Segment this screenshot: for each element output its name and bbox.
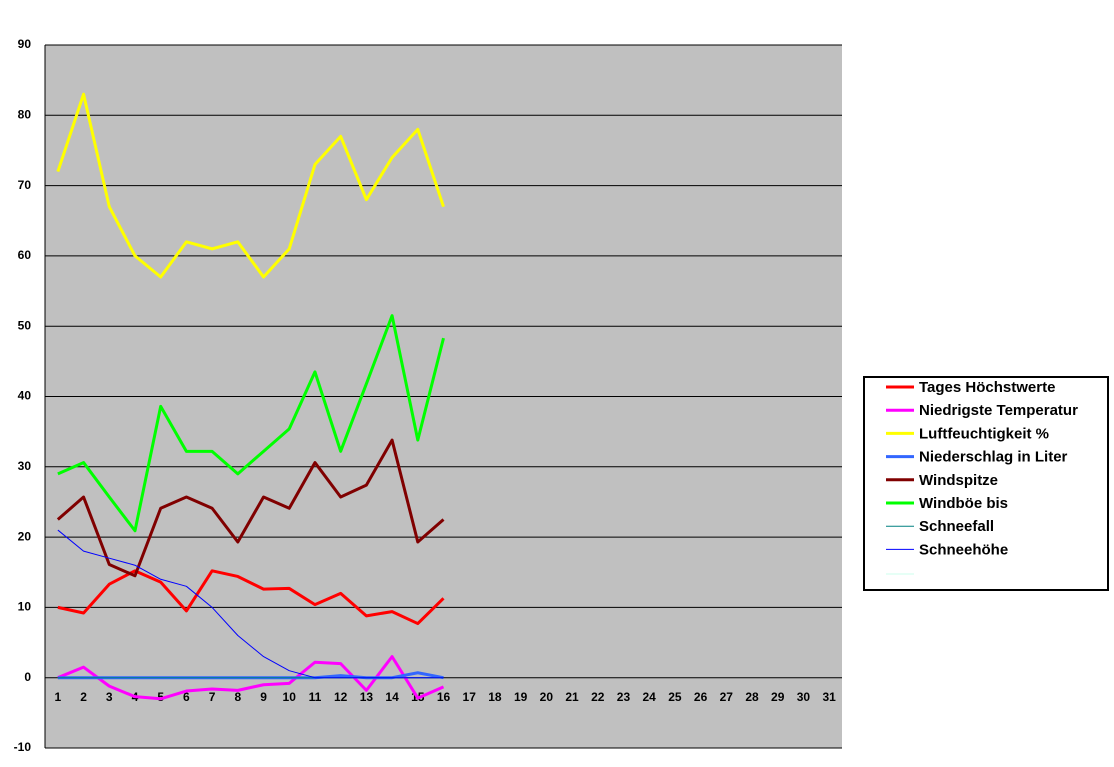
x-tick-label: 12 (334, 690, 348, 704)
x-tick-label: 10 (283, 690, 297, 704)
x-tick-label: 3 (106, 690, 113, 704)
y-tick-label: 10 (18, 600, 32, 614)
y-tick-label: 50 (18, 318, 32, 332)
legend-label: Schneefall (919, 518, 994, 535)
x-tick-label: 27 (720, 690, 734, 704)
x-tick-label: 5 (157, 690, 164, 704)
x-tick-label: 24 (642, 690, 656, 704)
x-tick-label: 1 (55, 690, 62, 704)
x-tick-label: 6 (183, 690, 190, 704)
y-tick-label: -10 (14, 740, 32, 754)
x-tick-label: 13 (360, 690, 374, 704)
y-tick-label: 80 (18, 107, 32, 121)
x-tick-label: 9 (260, 690, 267, 704)
x-tick-label: 20 (540, 690, 554, 704)
series-line (56, 92, 445, 279)
x-tick-label: 16 (437, 690, 451, 704)
legend-label: Windspitze (919, 472, 998, 489)
x-tick-label: 30 (797, 690, 811, 704)
y-tick-label: 20 (18, 529, 32, 543)
x-tick-label: 19 (514, 690, 528, 704)
x-tick-label: 18 (488, 690, 502, 704)
y-tick-label: 30 (18, 459, 32, 473)
legend-label: Luftfeuchtigkeit % (919, 425, 1049, 442)
x-tick-label: 26 (694, 690, 708, 704)
legend-label: Windböe bis (919, 495, 1008, 512)
y-tick-label: 90 (18, 37, 32, 51)
series-line (56, 438, 445, 578)
legend-label: Niedrigste Temperatur (919, 402, 1078, 419)
legend (863, 376, 1109, 591)
x-tick-label: 11 (309, 690, 322, 704)
y-tick-label: 60 (18, 248, 32, 262)
x-tick-label: 25 (668, 690, 682, 704)
x-tick-label: 2 (80, 690, 87, 704)
x-tick-label: 29 (771, 690, 785, 704)
x-tick-label: 23 (617, 690, 631, 704)
x-tick-label: 31 (822, 690, 836, 704)
legend-label: Schneehöhe (919, 541, 1008, 558)
x-tick-label: 7 (209, 690, 216, 704)
series-line (57, 569, 445, 626)
x-tick-label: 14 (385, 690, 399, 704)
y-tick-label: 0 (24, 670, 31, 684)
x-tick-label: 8 (234, 690, 241, 704)
series-line (57, 529, 444, 679)
y-tick-label: 70 (18, 178, 32, 192)
x-tick-label: 21 (565, 690, 579, 704)
legend-label: Tages Höchstwerte (919, 379, 1055, 396)
x-tick-label: 17 (463, 690, 477, 704)
y-tick-label: 40 (18, 389, 32, 403)
x-tick-label: 28 (745, 690, 759, 704)
x-tick-label: 22 (591, 690, 605, 704)
series-line (57, 314, 445, 533)
series-line (57, 655, 445, 701)
legend-label: Niederschlag in Liter (919, 449, 1068, 466)
